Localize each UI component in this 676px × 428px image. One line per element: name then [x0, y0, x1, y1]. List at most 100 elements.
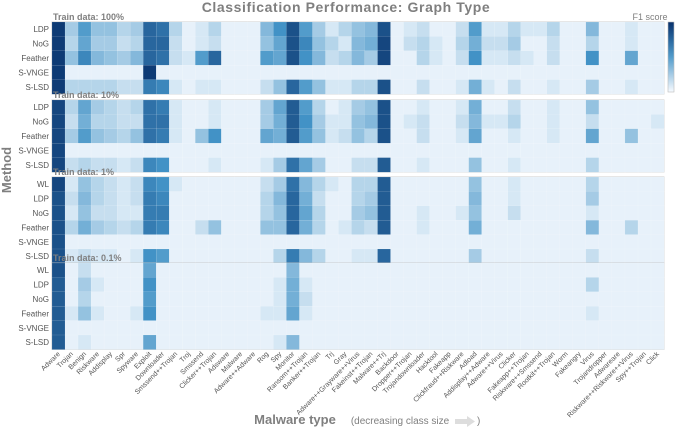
heatmap-cell — [116, 79, 131, 95]
heatmap-cell — [312, 220, 326, 235]
heatmap-cell — [377, 205, 391, 221]
row-label: LDP — [33, 25, 49, 34]
heatmap-cell — [351, 65, 365, 80]
heatmap-cell — [299, 176, 313, 192]
heatmap-cell — [325, 234, 339, 250]
heatmap-cell — [611, 306, 626, 321]
heatmap-cell — [429, 128, 443, 144]
heatmap-cell — [403, 205, 417, 221]
heatmap-cell — [51, 65, 66, 80]
heatmap-cell — [142, 21, 157, 37]
heatmap-cell — [208, 277, 222, 293]
heatmap-cell — [481, 21, 496, 37]
heatmap-cell — [286, 50, 300, 66]
heatmap-cell — [390, 262, 404, 278]
heatmap-cell — [103, 176, 118, 192]
heatmap-cell — [650, 334, 665, 350]
row-label: S-VNGE — [18, 238, 49, 247]
heatmap-cell — [129, 248, 144, 264]
heatmap-cell — [520, 36, 535, 52]
heatmap-cell — [559, 65, 574, 80]
heatmap-cell — [637, 36, 652, 52]
heatmap-cell — [572, 128, 587, 144]
heatmap-cell — [598, 191, 613, 207]
heatmap-cell — [494, 291, 509, 307]
heatmap-cell — [442, 36, 456, 52]
heatmap-cell — [559, 128, 574, 144]
heatmap-cell — [338, 291, 352, 307]
x-axis-label-note: (decreasing class size — [351, 416, 450, 427]
heatmap-cell — [195, 262, 209, 278]
heatmap-cell — [312, 114, 326, 130]
heatmap-cell — [338, 320, 352, 336]
heatmap-cell — [195, 143, 209, 158]
heatmap-cell — [299, 21, 313, 37]
heatmap-cell — [351, 50, 365, 66]
heatmap-cell — [598, 114, 613, 130]
heatmap-cell — [611, 220, 626, 235]
heatmap-cell — [273, 205, 287, 221]
heatmap-cell — [338, 205, 352, 221]
heatmap-cell — [520, 277, 535, 293]
heatmap-cell — [325, 65, 339, 80]
heatmap-cell — [247, 320, 261, 336]
heatmap-cell — [312, 234, 326, 250]
heatmap-cell — [273, 220, 287, 235]
heatmap-cell — [364, 334, 378, 350]
heatmap-cell — [221, 334, 235, 350]
heatmap-cell — [234, 234, 248, 250]
heatmap-cell — [247, 291, 261, 307]
heatmap-cell — [260, 50, 274, 66]
heatmap-cell — [377, 114, 391, 130]
heatmap-cell — [507, 191, 522, 207]
heatmap-cell — [468, 234, 482, 250]
heatmap-cell — [142, 234, 157, 250]
heatmap-cell — [273, 50, 287, 66]
heatmap-cell — [494, 114, 509, 130]
heatmap-cell — [234, 79, 248, 95]
heatmap-cell — [416, 277, 430, 293]
heatmap-cell — [598, 99, 613, 115]
heatmap-cell — [611, 157, 626, 173]
heatmap-cell — [156, 79, 170, 95]
heatmap-cell — [90, 21, 105, 37]
heatmap-cell — [116, 157, 131, 173]
heatmap-cell — [142, 291, 157, 307]
heatmap-cell — [338, 220, 352, 235]
heatmap-cell — [559, 306, 574, 321]
heatmap-cell — [64, 176, 79, 192]
heatmap-cell — [169, 114, 183, 130]
heatmap-cell — [299, 36, 313, 52]
heatmap-cell — [390, 220, 404, 235]
heatmap-cell — [156, 205, 170, 221]
heatmap-cell — [481, 248, 496, 264]
heatmap-cell — [325, 262, 339, 278]
heatmap-cell — [182, 320, 196, 336]
heatmap-cell — [208, 114, 222, 130]
heatmap-cell — [416, 157, 430, 173]
heatmap-cell — [481, 220, 496, 235]
heatmap-cell — [364, 291, 378, 307]
heatmap-cell — [572, 334, 587, 350]
heatmap-cell — [129, 234, 144, 250]
heatmap-cell — [221, 291, 235, 307]
heatmap-cell — [116, 143, 131, 158]
heatmap-cell — [442, 205, 456, 221]
heatmap-cell — [351, 277, 365, 293]
heatmap-cell — [481, 99, 496, 115]
heatmap-cell — [442, 176, 456, 192]
heatmap-cell — [598, 79, 613, 95]
heatmap-cell — [455, 248, 469, 264]
heatmap-cell — [273, 36, 287, 52]
heatmap-cell — [377, 21, 391, 37]
row-label: LDP — [33, 195, 49, 204]
heatmap-cell — [51, 191, 66, 207]
heatmap-cell — [234, 157, 248, 173]
heatmap-cell — [494, 334, 509, 350]
heatmap-cell — [364, 176, 378, 192]
heatmap-cell — [90, 306, 105, 321]
heatmap-cell — [338, 157, 352, 173]
heatmap-cell — [182, 205, 196, 221]
heatmap-cell — [520, 79, 535, 95]
heatmap-cell — [585, 65, 600, 80]
